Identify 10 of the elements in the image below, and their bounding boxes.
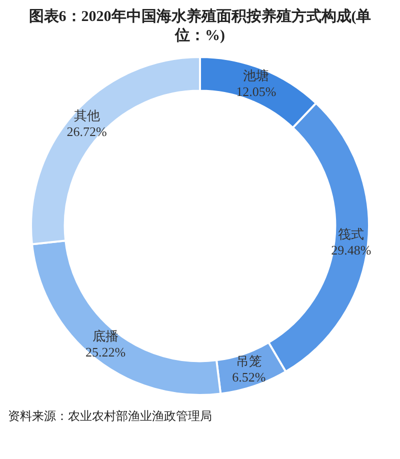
slice-label: 筏式 [338, 226, 364, 242]
data-label: 12.05% [236, 84, 276, 100]
slice-label: 池塘 [243, 68, 270, 84]
slice-label: 底播 [92, 328, 119, 344]
data-label: 26.72% [66, 124, 107, 139]
data-label: 6.52% [232, 369, 266, 384]
chart-title: 图表6：2020年中国海水养殖面积按养殖方式构成(单位：%) [28, 8, 372, 46]
text: 资料来源：农业农村部渔业渔政管理局 [8, 408, 213, 425]
slice-label: 吊笼 [236, 353, 262, 368]
slice-label: 其他 [74, 108, 100, 123]
